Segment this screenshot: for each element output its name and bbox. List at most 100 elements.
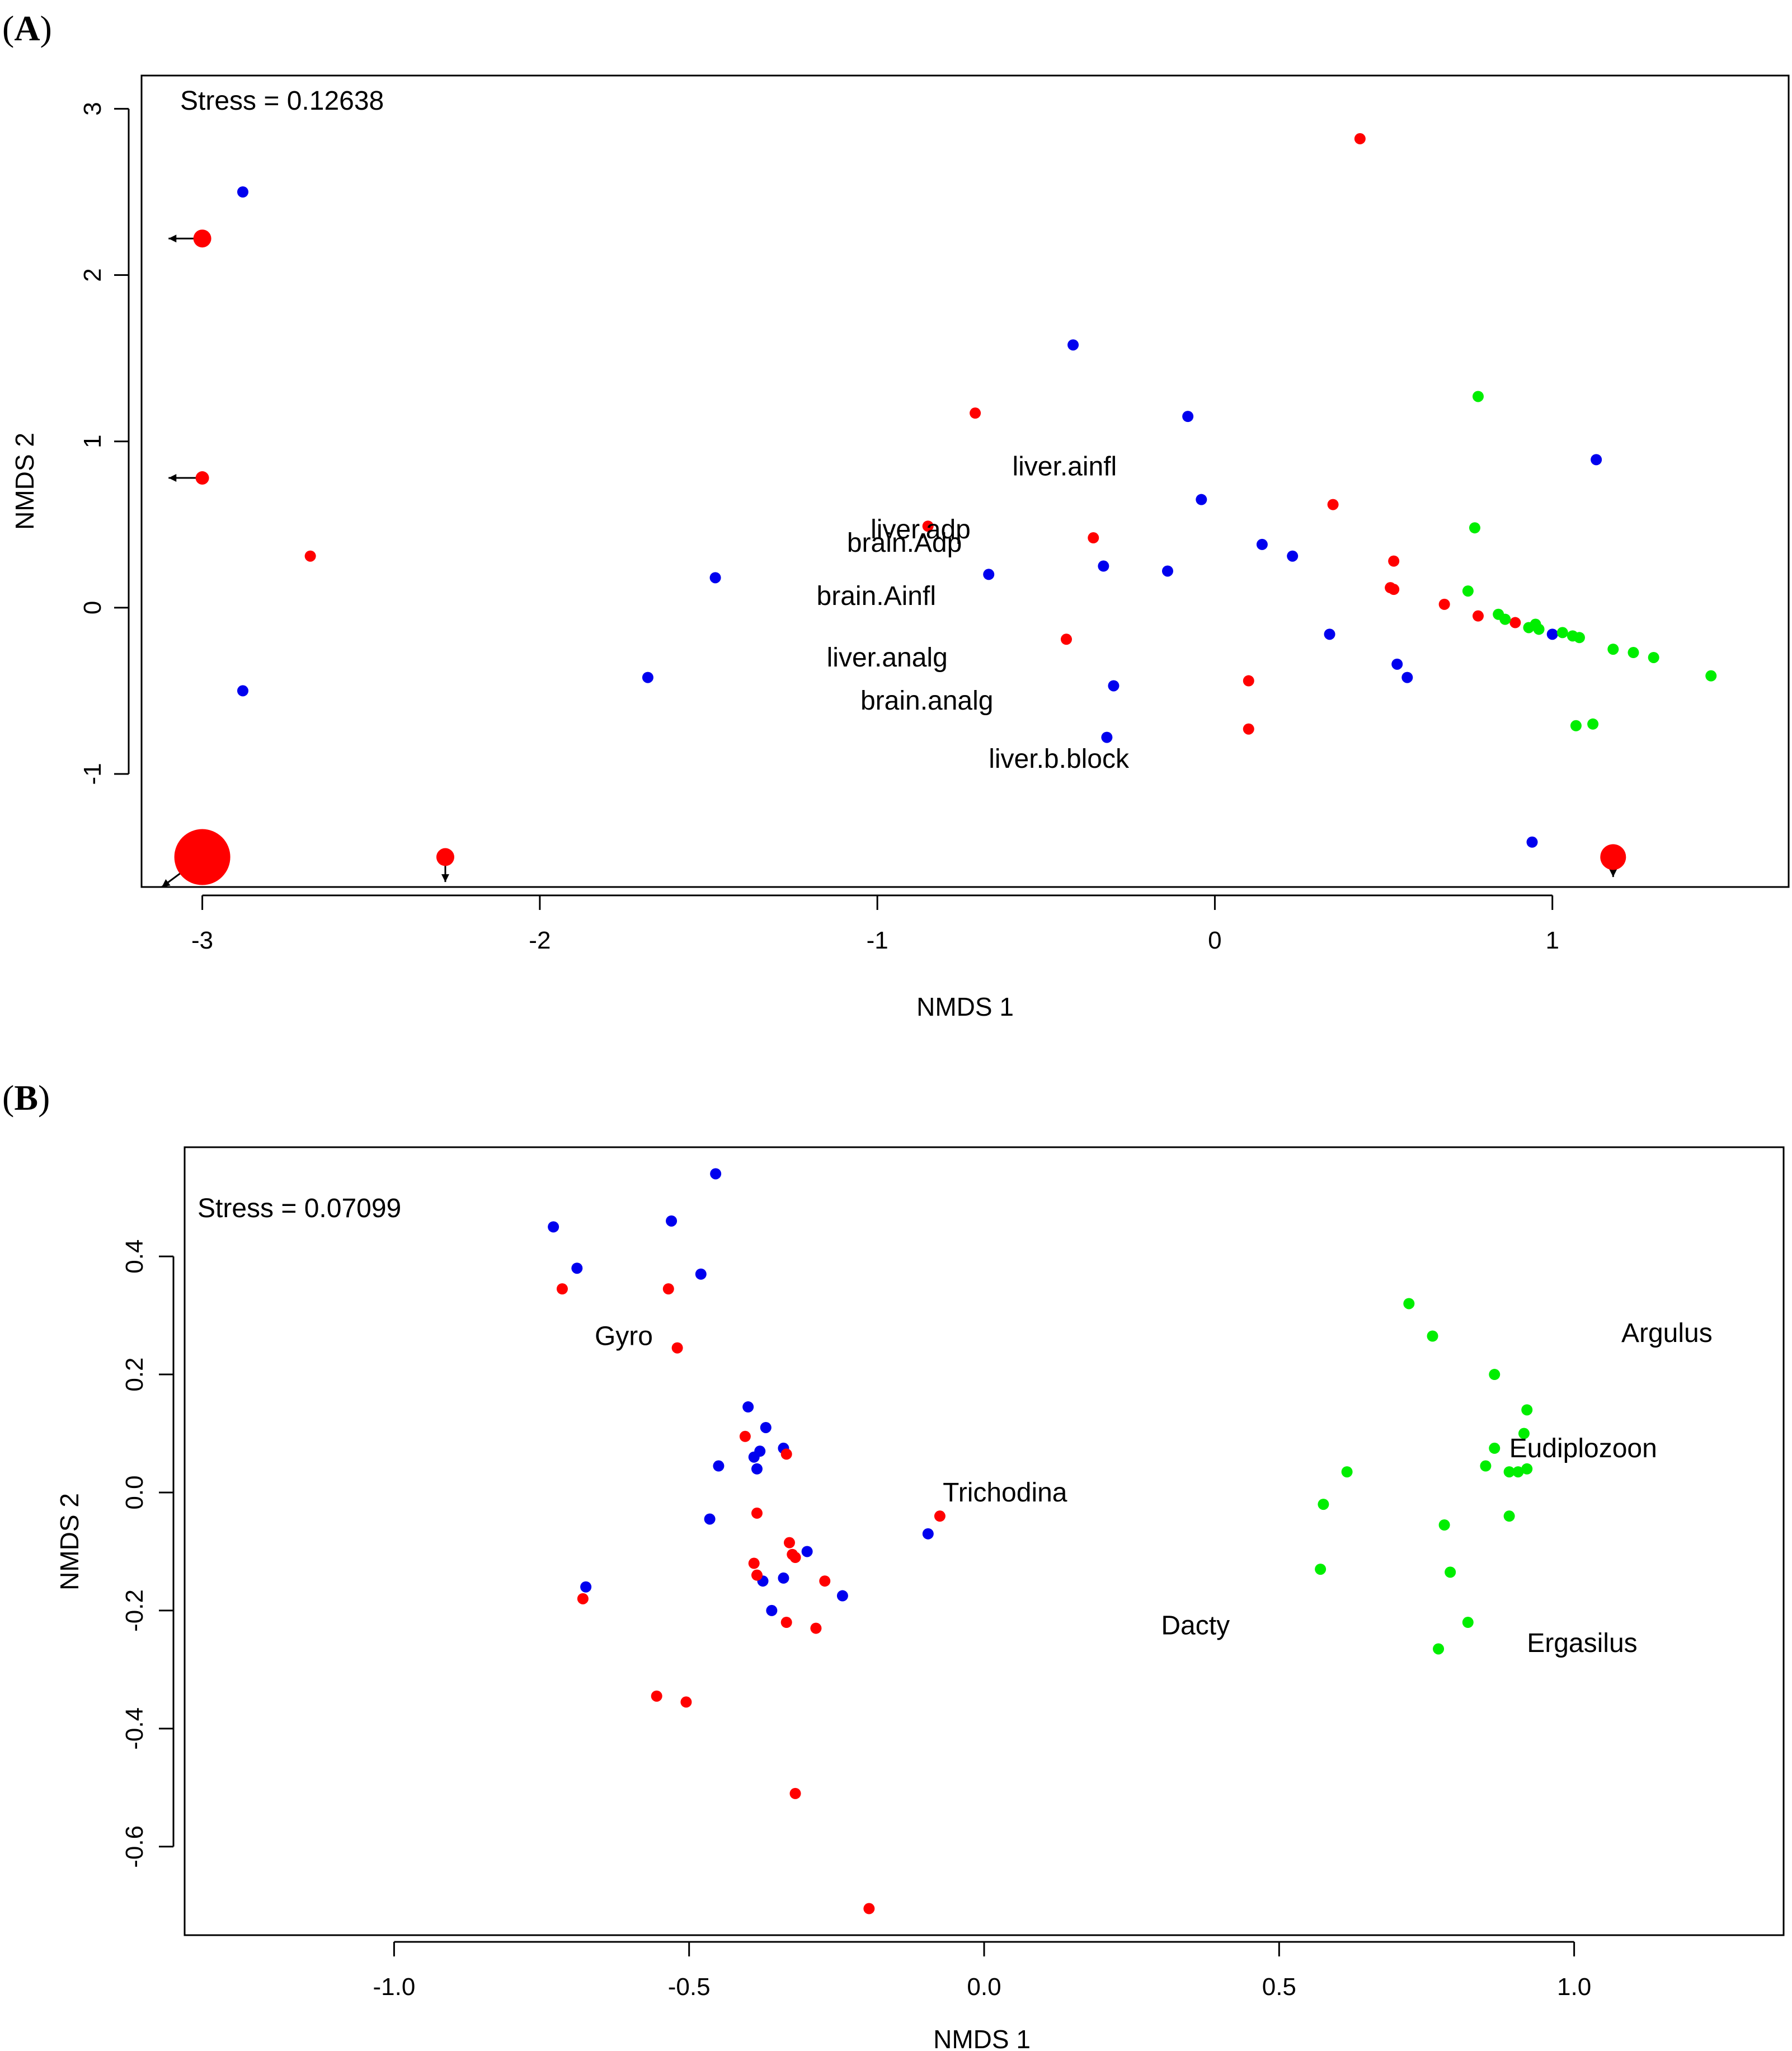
panel-a-point-blue — [1256, 538, 1268, 550]
panel-a-x-tick-label: -3 — [191, 927, 213, 954]
panel-b-point-green — [1521, 1463, 1533, 1475]
panel-a-point-red — [1600, 844, 1626, 870]
panel-b-y-tick-label: -0.2 — [121, 1589, 148, 1632]
panel-a-point-blue — [1098, 560, 1109, 572]
panel-b-point-red — [819, 1575, 831, 1587]
panel-b-point-blue — [548, 1221, 559, 1233]
panel-a-point-red — [436, 848, 454, 866]
panel-a-x-axis: -3 -2 -1 0 1 — [191, 894, 1559, 954]
panel-a-x-tick-label: 0 — [1208, 927, 1221, 954]
panel-a-label-brain-ainfl: brain.Ainfl — [817, 581, 936, 611]
panel-a-point-green — [1462, 585, 1474, 597]
panel-b-label: (B) — [2, 1078, 50, 1118]
panel-b-x-tick-label: 1.0 — [1557, 1973, 1591, 2001]
panel-b-y-tick-label: 0.2 — [121, 1357, 148, 1391]
panel-b-point-blue — [778, 1572, 789, 1584]
panel-b-y-tick-label: 0.0 — [121, 1475, 148, 1509]
panel-b-point-blue — [710, 1168, 722, 1180]
panel-a-point-green — [1499, 613, 1511, 625]
panel-a-point-blue — [1182, 411, 1194, 423]
panel-b-point-red — [934, 1510, 946, 1522]
panel-a-point-red — [1509, 617, 1521, 628]
panel-b-point-red — [556, 1283, 568, 1295]
panel-b-point-green — [1503, 1466, 1515, 1478]
panel-a-y-tick-label: 1 — [79, 434, 106, 448]
panel-b-point-green — [1521, 1404, 1533, 1416]
panel-a-point-blue — [709, 572, 721, 584]
panel-a-point-arrowhead — [441, 874, 449, 883]
panel-b-y-axis-title: NMDS 2 — [55, 1493, 84, 1590]
panel-a-point-blue — [1067, 339, 1079, 351]
panel-b-y-axis: -0.6 -0.4 -0.2 0.0 0.2 0.4 — [121, 1240, 175, 1868]
panel-b-label-gyro: Gyro — [595, 1321, 653, 1351]
panel-a-point-red — [1472, 610, 1484, 622]
panel-a-label-liver-ainfl: liver.ainfl — [1012, 452, 1117, 481]
panel-a-point-green — [1648, 651, 1659, 663]
panel-a-point-green — [1628, 647, 1639, 659]
panel-a-point-red — [1327, 499, 1339, 510]
panel-a-point-green — [1607, 644, 1619, 655]
panel-a-point-blue — [1391, 658, 1403, 670]
panel-a-point-red — [1354, 133, 1366, 144]
panel-b-point-green — [1403, 1298, 1415, 1310]
panel-b-point-blue — [742, 1401, 754, 1413]
panel-b-point-green — [1512, 1466, 1524, 1478]
panel-a-point-green — [1705, 670, 1717, 682]
panel-b-y-tick-label: -0.4 — [121, 1707, 148, 1750]
panel-b-point-red — [662, 1283, 674, 1295]
panel-b-point-blue — [836, 1590, 848, 1602]
panel-b-point-green — [1445, 1566, 1456, 1578]
panel-a-point-blue — [237, 186, 248, 198]
panel-a-point-blue — [1526, 836, 1538, 848]
panel-a-point-arrowhead — [168, 474, 177, 482]
panel-a-y-axis: -1 0 1 2 3 — [79, 102, 130, 785]
panel-b-point-blue — [571, 1262, 583, 1274]
panel-a-label-liver-b-block: liver.b.block — [989, 744, 1130, 774]
panel-b-label-argulus: Argulus — [1621, 1318, 1713, 1348]
panel-a-point-green — [1570, 720, 1582, 731]
panel-b-point-blue — [695, 1268, 707, 1280]
panel-a-point-red — [195, 471, 209, 485]
panel-b-point-green — [1341, 1466, 1353, 1478]
panel-b-point-blue — [666, 1215, 678, 1227]
panel-a-label: (A) — [2, 8, 52, 48]
panel-b-point-red — [789, 1787, 801, 1799]
panel-b-point-green — [1433, 1643, 1445, 1655]
panel-a-point-blue — [1287, 550, 1299, 562]
panel-a-point-arrowhead — [1609, 869, 1617, 877]
panel-b-point-green — [1489, 1369, 1501, 1381]
panel-a-point-red — [970, 407, 981, 419]
panel-b-point-green — [1427, 1330, 1438, 1342]
panel-b-x-axis: -1.0 -0.5 0.0 0.5 1.0 — [373, 1941, 1591, 2001]
panel-b-point-red — [751, 1569, 763, 1581]
panel-b-point-green — [1318, 1499, 1329, 1510]
panel-a-y-tick-label: -1 — [79, 763, 106, 785]
panel-a-point-red — [1088, 532, 1099, 544]
panel-a-label-brain-analg: brain.analg — [860, 686, 994, 716]
panel-b-point-red — [739, 1430, 751, 1442]
panel-b-plot: -1.0 -0.5 0.0 0.5 1.0 -0.6-0.4-0.20.00.20.4 … — [55, 1146, 1785, 2051]
panel-a-y-tick-label: 3 — [79, 102, 106, 115]
panel-b-point-red — [780, 1448, 792, 1460]
panel-b-labels: Gyro Trichodina Dacty Argulus Eudiplozoon Erg… — [595, 1318, 1713, 1658]
panel-a-plot-frame — [140, 74, 1790, 888]
panel-b-point-blue — [748, 1451, 760, 1463]
panel-b-point-blue — [751, 1463, 763, 1475]
panel-b-label-ergasilus: Ergasilus — [1527, 1628, 1637, 1658]
panel-b-label-eudiplozoon: Eudiplozoon — [1509, 1434, 1657, 1463]
panel-a-label-liver-analg: liver.analg — [827, 643, 948, 673]
panel-a-point-arrowhead — [162, 879, 171, 887]
panel-a-x-tick-label: -2 — [529, 927, 551, 954]
panel-b-point-red — [671, 1342, 683, 1354]
panel-b-point-green — [1518, 1428, 1530, 1439]
panel-a-point-red — [304, 550, 316, 562]
panel-b-y-tick-label: 0.4 — [121, 1240, 148, 1274]
panel-a-y-tick-label: 0 — [79, 601, 106, 614]
panel-b-point-green — [1438, 1519, 1450, 1531]
panel-a-points — [161, 133, 1717, 888]
panel-b-point-green — [1503, 1510, 1515, 1522]
panel-b-stress-annotation: Stress = 0.07099 — [197, 1194, 401, 1223]
panel-b-point-red — [780, 1617, 792, 1628]
panel-b-points — [548, 1168, 1533, 1914]
